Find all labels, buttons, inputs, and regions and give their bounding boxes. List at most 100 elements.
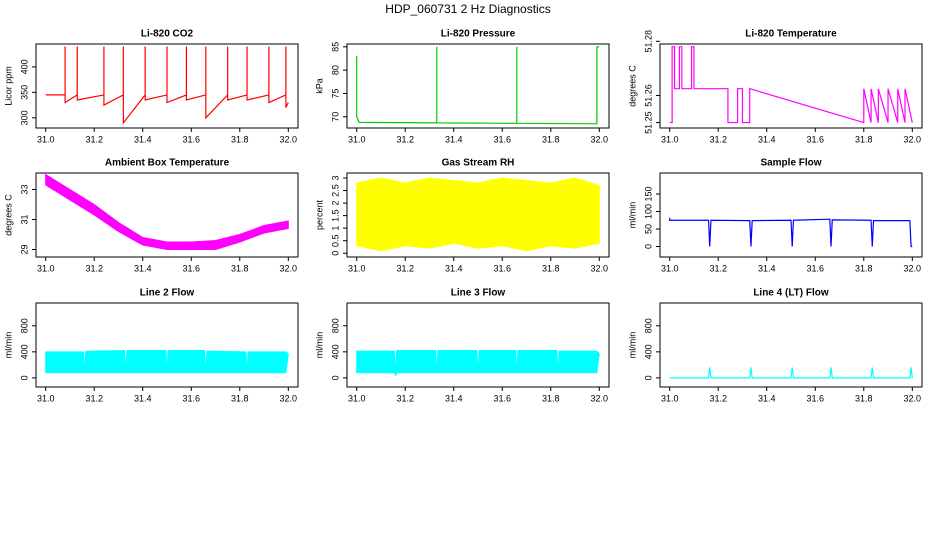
data-band [45, 350, 289, 374]
x-tick-label: 31.6 [806, 134, 824, 144]
x-tick-label: 31.6 [806, 263, 824, 273]
x-tick-label: 32.0 [591, 393, 609, 403]
x-tick-label: 31.2 [396, 393, 414, 403]
x-tick-label: 31.4 [758, 134, 776, 144]
x-tick-label: 31.4 [758, 393, 776, 403]
x-tick-label: 31.2 [396, 263, 414, 273]
y-tick-label: 350 [19, 85, 29, 100]
panel-title: Line 3 Flow [451, 288, 506, 299]
panel: Sample Flow ml/min 31.0 31.2 31.4 31.6 31.8 32.… [627, 158, 923, 273]
x-tick-label: 31.4 [134, 393, 152, 403]
x-tick-label: 31.6 [806, 393, 824, 403]
y-tick-label: 0 [643, 375, 653, 380]
plot-frame [659, 302, 923, 388]
x-tick-label: 32.0 [904, 393, 922, 403]
y-tick-label: 0.5 [330, 234, 340, 247]
y-tick-label: 33 [19, 184, 29, 194]
x-tick-label: 31.2 [85, 263, 103, 273]
y-tick-label: 400 [19, 344, 29, 359]
x-tick-label: 31.8 [542, 393, 560, 403]
data-line [669, 217, 913, 248]
y-tick-label: 85 [330, 42, 340, 52]
y-axis-label: Licor ppm [3, 66, 13, 106]
panel: Li-820 Pressure kPa 31.0 31.2 31.4 31.6 31.8 32… [314, 29, 610, 144]
plot-frame [346, 172, 610, 258]
y-tick-label: 75 [330, 88, 340, 98]
y-tick-label: 300 [19, 110, 29, 125]
y-tick-label: 400 [19, 59, 29, 74]
x-tick-label: 31.8 [855, 134, 873, 144]
y-tick-label: 400 [643, 344, 653, 359]
data-band [356, 350, 600, 377]
y-tick-label: 31 [19, 214, 29, 224]
x-tick-label: 31.4 [445, 393, 463, 403]
plot-frame [346, 302, 610, 388]
panel-title: Ambient Box Temperature [105, 158, 230, 169]
y-tick-label: 100 [643, 204, 653, 219]
y-tick-label: 150 [643, 186, 653, 201]
plot-frame [35, 172, 299, 258]
y-tick-label: 51.26 [643, 84, 653, 107]
panel: Li-820 Temperature degrees C 31.0 31.2 31.4 3… [627, 29, 923, 144]
x-tick-label: 31.2 [396, 134, 414, 144]
x-tick-label: 31.2 [709, 134, 727, 144]
y-tick-label: 400 [330, 344, 340, 359]
y-tick-label: 50 [643, 224, 653, 234]
x-tick-label: 31.2 [85, 134, 103, 144]
x-tick-label: 31.6 [493, 134, 511, 144]
x-tick-label: 31.2 [709, 393, 727, 403]
y-axis-label: percent [314, 199, 324, 230]
x-tick-label: 31.0 [661, 263, 679, 273]
panel: Li-820 CO2 Licor ppm 31.0 31.2 31.4 31.6 31.8 3… [3, 29, 299, 144]
plot-frame [35, 43, 299, 129]
x-tick-label: 31.4 [445, 263, 463, 273]
y-tick-label: 0 [19, 375, 29, 380]
panel: Line 4 (LT) Flow ml/min 31.0 31.2 31.4 31.6 31… [627, 288, 923, 403]
y-tick-label: 0 [330, 375, 340, 380]
x-tick-label: 32.0 [280, 393, 298, 403]
y-tick-label: 800 [330, 318, 340, 333]
data-line [356, 46, 600, 125]
x-tick-label: 32.0 [904, 263, 922, 273]
y-axis-label: degrees C [3, 194, 13, 236]
panel-title: Line 4 (LT) Flow [753, 288, 829, 299]
x-tick-label: 31.8 [231, 134, 249, 144]
y-tick-label: 2.5 [330, 184, 340, 197]
panel-title: Li-820 CO2 [141, 29, 194, 40]
y-axis-label: kPa [314, 78, 324, 94]
data-line [669, 367, 913, 379]
panel-title: Li-820 Pressure [441, 29, 516, 40]
x-tick-label: 31.0 [661, 393, 679, 403]
x-tick-label: 32.0 [591, 263, 609, 273]
x-tick-label: 31.0 [348, 134, 366, 144]
panel-title: Sample Flow [760, 158, 821, 169]
x-tick-label: 31.0 [37, 393, 55, 403]
y-tick-label: 51.28 [643, 30, 653, 53]
data-band [356, 177, 600, 252]
panel-title: Gas Stream RH [442, 158, 515, 169]
panel: Gas Stream RH percent 31.0 31.2 31.4 31.6 31.8… [314, 158, 610, 273]
x-tick-label: 31.0 [348, 393, 366, 403]
y-axis-label: ml/min [627, 332, 637, 359]
x-tick-label: 32.0 [280, 263, 298, 273]
x-tick-label: 31.4 [134, 263, 152, 273]
x-tick-label: 31.8 [542, 263, 560, 273]
data-band [45, 173, 289, 250]
x-tick-label: 31.0 [661, 134, 679, 144]
x-tick-label: 31.6 [182, 134, 200, 144]
x-tick-label: 31.8 [855, 393, 873, 403]
x-tick-label: 31.0 [348, 263, 366, 273]
x-tick-label: 31.8 [855, 263, 873, 273]
y-tick-label: 3 [330, 176, 340, 181]
y-tick-label: 29 [19, 244, 29, 254]
x-tick-label: 31.4 [134, 134, 152, 144]
y-axis-label: degrees C [627, 65, 637, 107]
x-tick-label: 32.0 [280, 134, 298, 144]
panel-title: Line 2 Flow [140, 288, 195, 299]
y-tick-label: 70 [330, 112, 340, 122]
x-tick-label: 31.4 [445, 134, 463, 144]
x-tick-label: 31.6 [493, 393, 511, 403]
x-tick-label: 31.6 [493, 263, 511, 273]
y-tick-label: 0 [643, 244, 653, 249]
